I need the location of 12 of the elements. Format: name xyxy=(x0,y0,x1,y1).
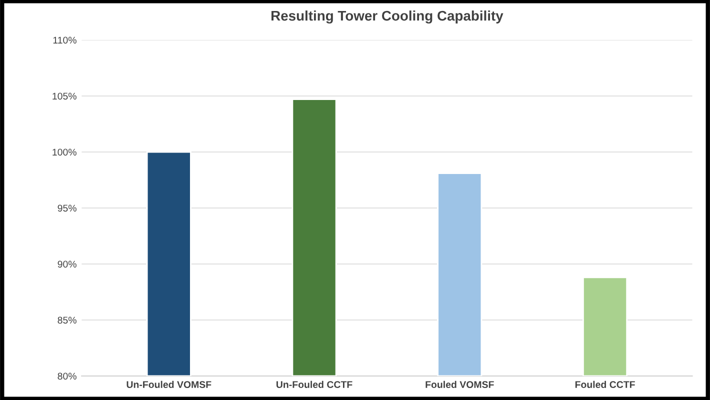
y-tick-label: 85% xyxy=(58,316,76,324)
y-tick-label: 80% xyxy=(58,372,76,380)
x-tick-label: Fouled CCTF xyxy=(575,380,635,388)
x-tick-label: Un-Fouled VOMSF xyxy=(126,380,212,388)
y-tick-label: 110% xyxy=(53,36,76,44)
x-tick-label: Fouled VOMSF xyxy=(426,380,494,388)
x-tick-label: Un-Fouled CCTF xyxy=(276,380,352,388)
y-tick-label: 95% xyxy=(58,204,76,212)
y-tick-label: 90% xyxy=(58,260,76,268)
y-tick-label: 105% xyxy=(52,92,76,100)
y-tick-label: 100% xyxy=(52,148,76,156)
chart-title: Resulting Tower Cooling Capability xyxy=(271,10,504,24)
